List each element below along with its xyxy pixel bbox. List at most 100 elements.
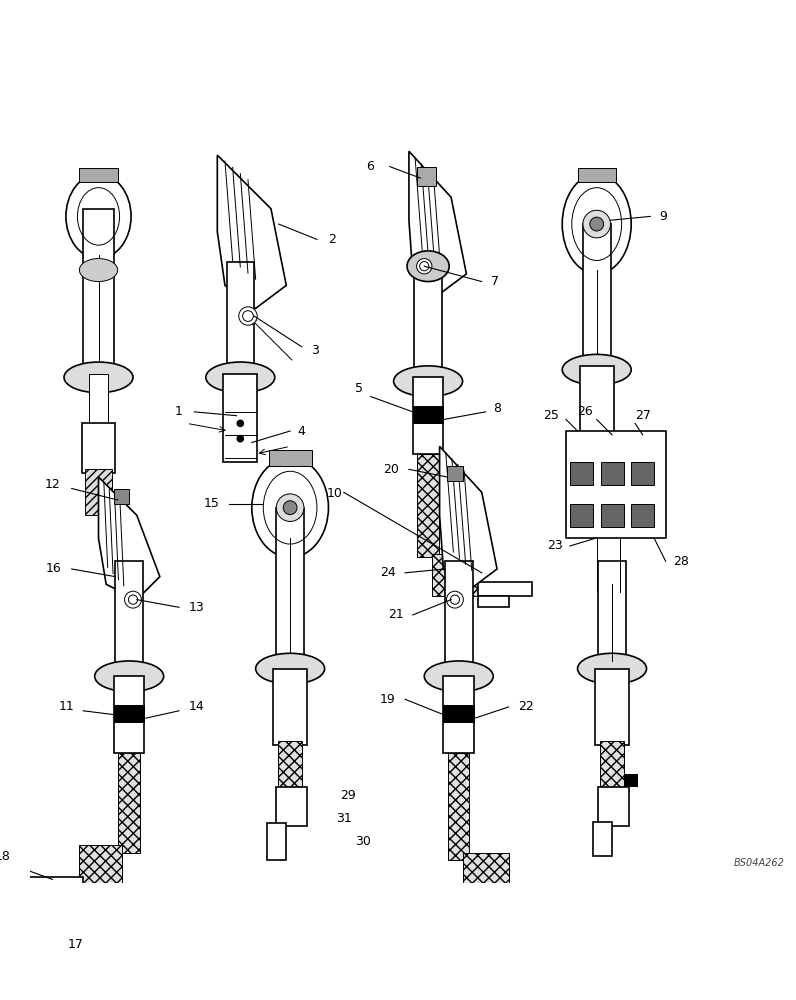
Bar <box>566 431 665 538</box>
Circle shape <box>276 494 304 521</box>
Bar <box>631 504 654 527</box>
Text: 24: 24 <box>380 566 396 579</box>
Circle shape <box>283 501 297 515</box>
Ellipse shape <box>407 251 449 282</box>
Bar <box>462 853 509 895</box>
Bar <box>278 741 302 795</box>
Bar <box>595 669 629 745</box>
Bar <box>276 787 307 826</box>
Bar <box>632 462 646 477</box>
Text: 27: 27 <box>634 409 650 422</box>
Text: 22: 22 <box>517 700 533 713</box>
Bar <box>570 504 593 527</box>
Ellipse shape <box>256 653 325 684</box>
Text: 23: 23 <box>547 539 563 552</box>
Bar <box>584 439 609 485</box>
Bar <box>593 822 612 856</box>
Bar <box>445 561 473 676</box>
Circle shape <box>124 591 142 608</box>
Circle shape <box>236 435 244 443</box>
Bar <box>41 915 50 929</box>
Bar <box>448 753 470 860</box>
Bar <box>82 423 115 473</box>
Bar <box>119 753 140 853</box>
Bar <box>599 787 629 826</box>
Polygon shape <box>409 151 466 297</box>
Bar <box>570 462 593 485</box>
Bar <box>443 676 474 753</box>
Bar <box>478 582 532 596</box>
Bar <box>466 945 517 964</box>
Bar <box>447 466 462 481</box>
Ellipse shape <box>64 362 133 393</box>
Text: 14: 14 <box>188 700 204 713</box>
Bar <box>115 561 143 676</box>
Polygon shape <box>217 155 287 308</box>
Bar <box>599 561 626 669</box>
Text: 25: 25 <box>543 409 559 422</box>
Bar <box>443 705 474 722</box>
Circle shape <box>447 591 463 608</box>
Circle shape <box>590 217 603 231</box>
Text: 10: 10 <box>326 487 342 500</box>
Bar <box>432 554 478 596</box>
Text: 12: 12 <box>45 478 60 491</box>
Text: 18: 18 <box>0 850 10 863</box>
Text: 31: 31 <box>336 812 352 825</box>
Bar <box>413 406 443 423</box>
Text: 28: 28 <box>673 555 689 568</box>
Text: 13: 13 <box>189 601 205 614</box>
Ellipse shape <box>562 354 631 385</box>
Bar <box>80 168 118 182</box>
Ellipse shape <box>80 259 118 282</box>
Bar <box>416 167 435 186</box>
Bar <box>80 845 122 887</box>
Bar <box>614 481 641 500</box>
Text: 9: 9 <box>660 210 667 223</box>
Text: 6: 6 <box>367 160 374 173</box>
Polygon shape <box>439 446 497 592</box>
Ellipse shape <box>206 362 275 393</box>
Text: 20: 20 <box>383 463 399 476</box>
Bar <box>417 454 439 557</box>
Bar <box>600 504 623 527</box>
Text: 30: 30 <box>355 835 371 848</box>
Ellipse shape <box>95 661 164 692</box>
Circle shape <box>239 307 257 325</box>
Ellipse shape <box>66 174 131 259</box>
Text: 3: 3 <box>310 344 318 357</box>
Text: 1: 1 <box>175 405 183 418</box>
Bar <box>64 915 73 929</box>
Bar <box>114 676 145 753</box>
Text: 21: 21 <box>388 608 404 621</box>
Circle shape <box>236 420 244 427</box>
Ellipse shape <box>252 458 329 557</box>
Text: 16: 16 <box>46 562 62 575</box>
Bar <box>269 450 311 466</box>
Text: 2: 2 <box>329 233 337 246</box>
Bar <box>631 498 650 534</box>
Bar <box>631 462 654 485</box>
Text: 4: 4 <box>298 425 306 438</box>
Bar <box>224 374 257 462</box>
Text: 8: 8 <box>494 402 501 415</box>
Bar <box>83 209 114 377</box>
Text: 19: 19 <box>380 693 396 706</box>
Text: 17: 17 <box>68 938 84 951</box>
Bar <box>273 669 307 745</box>
Text: 5: 5 <box>355 382 363 395</box>
Ellipse shape <box>578 653 646 684</box>
Circle shape <box>416 259 432 274</box>
Bar <box>29 891 60 902</box>
Bar <box>624 774 638 787</box>
Bar <box>114 489 129 504</box>
Text: 11: 11 <box>58 700 74 713</box>
Text: 26: 26 <box>577 405 593 418</box>
Text: 15: 15 <box>204 497 220 510</box>
Bar <box>413 377 443 454</box>
Bar <box>578 168 616 182</box>
Bar <box>89 374 107 423</box>
Bar <box>583 224 611 370</box>
Bar <box>466 971 517 991</box>
Bar <box>599 741 624 795</box>
